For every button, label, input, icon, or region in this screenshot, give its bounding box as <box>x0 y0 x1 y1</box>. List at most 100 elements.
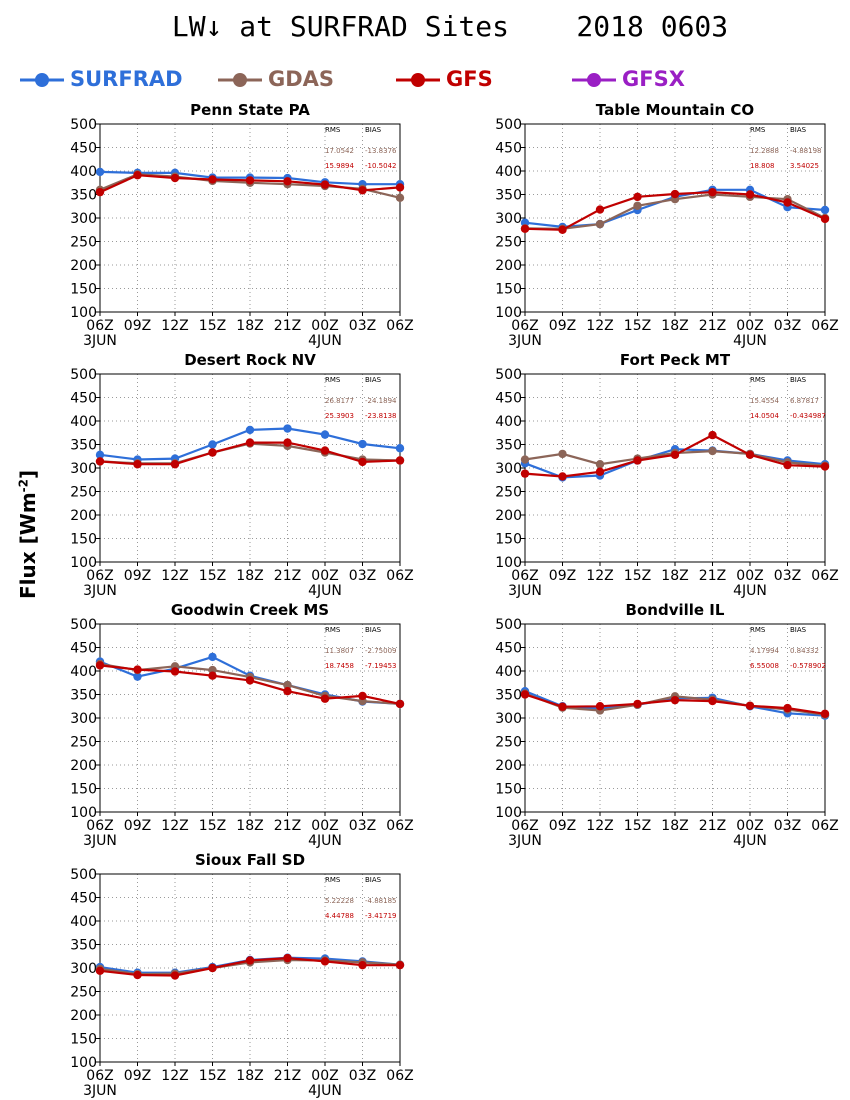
data-point-gfs <box>358 691 367 701</box>
stats-header-rms: RMS <box>750 376 766 384</box>
x-tick-label: 18Z <box>236 818 263 834</box>
x-tick-label: 09Z <box>124 818 151 834</box>
x-tick-label: 09Z <box>124 568 151 584</box>
y-tick-label: 350 <box>495 188 522 204</box>
data-point-gfs <box>820 214 830 224</box>
date-label: 3JUN <box>83 583 117 599</box>
x-tick-label: 09Z <box>549 568 576 584</box>
x-tick-label: 03Z <box>349 318 376 334</box>
data-point-gfs <box>133 171 142 180</box>
x-tick-label: 03Z <box>774 568 801 584</box>
stats-bias-gfs: -7.19453 <box>365 662 396 670</box>
chart-panel: Bondville IL 100 150 200 250 300 350 400 450 500 0… <box>495 601 838 849</box>
date-label: 3JUN <box>83 833 117 849</box>
x-tick-label: 15Z <box>199 1068 226 1084</box>
stats-header-bias: BIAS <box>365 126 382 134</box>
data-point-gfs <box>595 467 605 476</box>
y-tick-label: 450 <box>495 141 522 157</box>
y-tick-label: 400 <box>495 164 522 180</box>
x-tick-label: 06Z <box>86 568 113 584</box>
y-tick-label: 400 <box>70 164 97 180</box>
y-tick-label: 400 <box>70 914 97 930</box>
data-point-gfs <box>745 701 755 710</box>
y-tick-label: 250 <box>495 235 522 251</box>
x-tick-label: 06Z <box>386 818 413 834</box>
x-tick-label: 12Z <box>161 318 188 334</box>
stats-header-bias: BIAS <box>790 376 807 384</box>
stats-bias-gfs: -0.434987 <box>790 412 826 420</box>
stats-header-bias: BIAS <box>365 626 382 634</box>
x-tick-label: 06Z <box>811 318 838 334</box>
data-point-surfrad <box>208 440 217 449</box>
data-point-gfs <box>170 971 180 980</box>
x-tick-label: 06Z <box>811 568 838 584</box>
data-point-gfs <box>95 661 105 670</box>
y-tick-label: 200 <box>70 758 97 774</box>
chart-panel: Goodwin Creek MS 100 150 200 250 300 350 400 450… <box>70 601 413 849</box>
x-tick-label: 15Z <box>199 568 226 584</box>
x-tick-label: 15Z <box>624 818 651 834</box>
data-point-gfs <box>595 702 605 711</box>
x-tick-label: 18Z <box>661 318 688 334</box>
legend-marker-gfsx <box>572 73 616 87</box>
data-point-gfs <box>245 676 255 685</box>
x-tick-label: 06Z <box>811 818 838 834</box>
legend-label-gfs: GFS <box>446 67 493 91</box>
x-tick-label: 18Z <box>661 568 688 584</box>
data-point-gfs <box>170 667 180 676</box>
y-tick-label: 150 <box>70 1032 97 1048</box>
data-point-gfs <box>245 956 255 965</box>
stats-rms-gfs: 14.0504 <box>750 412 779 420</box>
y-tick-label: 150 <box>70 282 97 298</box>
data-point-gfs <box>670 695 680 705</box>
y-tick-label: 500 <box>495 617 522 633</box>
x-tick-label: 15Z <box>624 318 651 334</box>
y-tick-label: 100 <box>495 805 522 821</box>
y-tick-label: 200 <box>495 258 522 274</box>
data-point-gfs <box>670 189 680 199</box>
x-tick-label: 15Z <box>624 568 651 584</box>
x-tick-label: 00Z <box>311 818 338 834</box>
data-point-gfs <box>320 694 330 703</box>
x-tick-label: 03Z <box>349 568 376 584</box>
data-point-gdas <box>708 446 717 456</box>
chart-title: Fort Peck MT <box>620 351 731 369</box>
x-tick-label: 03Z <box>774 818 801 834</box>
stats-header-bias: BIAS <box>790 626 807 634</box>
data-point-gfs <box>208 963 217 973</box>
data-point-gfs <box>783 703 792 713</box>
data-point-gdas <box>558 449 567 459</box>
date-label: 3JUN <box>83 1083 117 1099</box>
x-tick-label: 09Z <box>549 318 576 334</box>
date-label: 3JUN <box>83 333 117 349</box>
y-tick-label: 300 <box>495 461 522 477</box>
y-tick-label: 350 <box>70 938 97 954</box>
data-point-gfs <box>358 186 367 195</box>
y-tick-label: 250 <box>70 985 97 1001</box>
chart-title: Desert Rock NV <box>184 351 316 369</box>
data-point-surfrad <box>95 167 105 177</box>
y-tick-label: 500 <box>495 367 522 383</box>
x-tick-label: 00Z <box>736 318 763 334</box>
y-tick-label: 300 <box>70 211 97 227</box>
y-tick-label: 300 <box>70 961 97 977</box>
legend-marker-gdas <box>218 73 262 87</box>
stats-rms-gfs: 4.44788 <box>325 912 354 920</box>
x-tick-label: 06Z <box>511 818 538 834</box>
data-point-gfs <box>320 446 330 455</box>
y-tick-label: 400 <box>70 414 97 430</box>
date-label: 3JUN <box>508 583 542 599</box>
data-point-gfs <box>783 460 792 470</box>
stats-rms-gdas: 4.17994 <box>750 647 779 655</box>
x-tick-label: 12Z <box>586 568 613 584</box>
date-label: 4JUN <box>733 583 767 599</box>
y-tick-label: 150 <box>495 282 522 298</box>
x-tick-label: 06Z <box>86 1068 113 1084</box>
stats-bias-gdas: -2.75009 <box>365 647 396 655</box>
y-tick-label: 250 <box>495 735 522 751</box>
x-tick-label: 12Z <box>586 318 613 334</box>
stats-bias-gdas: 0.84332 <box>790 647 819 655</box>
y-tick-label: 400 <box>495 664 522 680</box>
stats-rms-gfs: 18.7458 <box>325 662 354 670</box>
data-point-gfs <box>395 699 405 709</box>
